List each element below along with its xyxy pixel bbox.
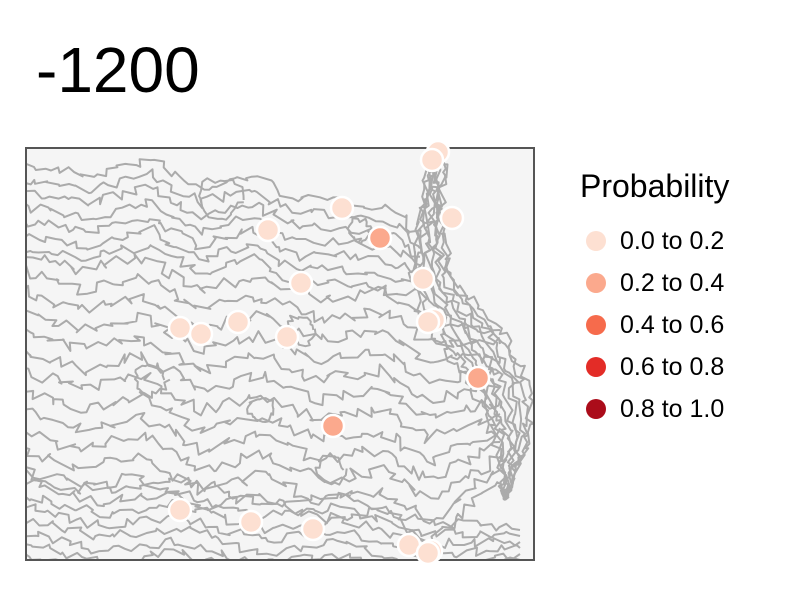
contour-line: [26, 183, 421, 258]
legend-swatch: [586, 273, 606, 293]
contour-line: [314, 454, 348, 486]
contour-line: [435, 153, 529, 501]
contour-line: [26, 349, 501, 419]
legend-swatch: [586, 399, 606, 419]
contour-line: [134, 362, 171, 399]
legend-swatch: [586, 357, 606, 377]
legend-label: 0.2 to 0.4: [620, 268, 725, 297]
site-marker: [255, 217, 281, 243]
site-marker: [329, 195, 355, 221]
site-marker: [410, 266, 436, 292]
contour-line: [26, 224, 421, 284]
legend-item: 0.8 to 1.0: [580, 388, 729, 430]
contour-line: [26, 430, 502, 500]
contour-line: [346, 217, 374, 245]
contour-line: [246, 397, 275, 423]
site-marker: [300, 516, 326, 542]
site-marker: [167, 315, 193, 341]
contour-line: [26, 158, 422, 241]
site-markers: [167, 139, 491, 566]
site-marker: [415, 540, 441, 566]
contour-line: [26, 478, 521, 539]
legend-swatch: [586, 315, 606, 335]
contour-line: [26, 468, 521, 532]
site-marker: [320, 413, 346, 439]
contour-line: [26, 389, 501, 467]
site-marker: [225, 309, 251, 335]
legend-label: 0.4 to 0.6: [620, 310, 725, 339]
legend-swatch: [586, 231, 606, 251]
map-title: -1200: [36, 34, 200, 106]
contour-line: [198, 177, 245, 221]
legend-label: 0.6 to 0.8: [620, 352, 725, 381]
map-border: [25, 147, 535, 561]
contour-line: [26, 168, 421, 250]
site-marker: [415, 309, 441, 335]
contour-lines: [26, 148, 534, 560]
legend-label: 0.8 to 1.0: [620, 394, 725, 423]
site-marker: [238, 509, 264, 535]
contour-line: [419, 148, 513, 501]
contour-line: [26, 198, 421, 267]
legend-item: 0.4 to 0.6: [580, 304, 729, 346]
contour-line: [26, 253, 501, 335]
site-marker: [167, 497, 193, 523]
site-marker: [419, 147, 445, 173]
legend-item: 0.6 to 0.8: [580, 346, 729, 388]
site-marker: [288, 270, 314, 296]
legend-item: 0.0 to 0.2: [580, 220, 729, 262]
contour-line: [26, 328, 501, 404]
legend-item: 0.2 to 0.4: [580, 262, 729, 304]
legend: Probability 0.0 to 0.2 0.2 to 0.4 0.4 to…: [580, 164, 729, 430]
legend-title: Probability: [580, 168, 730, 204]
contour-line: [26, 244, 421, 297]
contour-line: [423, 149, 516, 501]
contour-line: [26, 264, 501, 348]
site-marker: [188, 321, 214, 347]
site-marker: [465, 365, 491, 391]
site-marker: [367, 225, 393, 251]
contour-line: [26, 518, 521, 560]
contour-line: [26, 218, 421, 275]
contour-line: [26, 284, 501, 364]
site-marker: [274, 324, 300, 350]
contour-line: [26, 367, 501, 445]
contour-line: [26, 407, 501, 481]
contour-line: [414, 152, 508, 501]
site-marker: [439, 205, 465, 231]
contour-line: [26, 447, 501, 525]
contour-line: [26, 308, 501, 385]
legend-label: 0.0 to 0.2: [620, 226, 725, 255]
